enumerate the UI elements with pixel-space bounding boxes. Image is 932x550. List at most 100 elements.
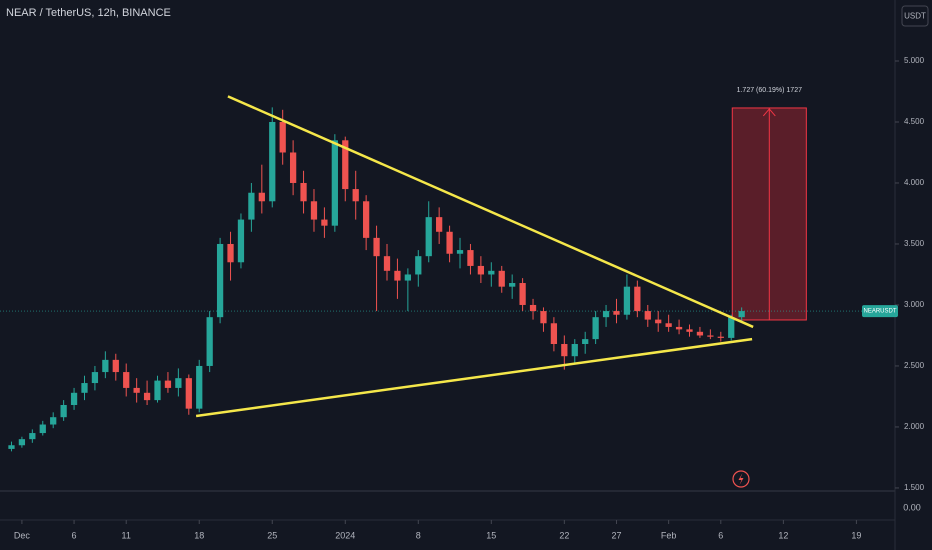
candle-body: [8, 445, 15, 449]
candle-body: [498, 270, 505, 287]
candle-body: [644, 311, 651, 320]
candle-body: [216, 243, 224, 318]
candle-body: [540, 311, 547, 324]
y-tick-label: 2.000: [904, 422, 925, 431]
candle-body: [582, 339, 589, 345]
candle-body: [707, 335, 714, 337]
position-label: 1.727 (60.19%) 1727: [737, 87, 802, 94]
candle-body: [300, 182, 307, 202]
candle-body: [529, 304, 537, 312]
y-tick-label: 3.500: [904, 239, 925, 248]
y-tick-label: 5.000: [904, 56, 925, 65]
y-tick-label: 4.500: [904, 117, 925, 126]
candle-body: [425, 217, 432, 257]
candle-body: [456, 250, 464, 254]
candle-body: [39, 424, 46, 434]
x-tick-label: 11: [122, 530, 131, 540]
candle-body: [154, 380, 161, 401]
candle-body: [571, 344, 578, 357]
candle-body: [728, 317, 735, 338]
symbol-label: NEARUSDT: [863, 309, 896, 315]
candle-body: [446, 231, 453, 254]
x-tick-label: 25: [267, 530, 277, 540]
candle-body: [133, 387, 140, 393]
candle-body: [675, 326, 683, 330]
candle-body: [18, 439, 26, 446]
candle-body: [123, 372, 130, 388]
candle-body: [70, 392, 78, 405]
lightning-icon[interactable]: [732, 470, 750, 488]
x-tick-label: 15: [486, 530, 496, 540]
candle-body: [185, 378, 192, 409]
candle-body: [467, 250, 474, 266]
y-tick-label: 2.500: [904, 361, 925, 370]
candle-body: [237, 219, 245, 263]
currency-label: USDT: [904, 12, 926, 21]
x-tick-label: Dec: [14, 530, 31, 540]
candle-body: [164, 380, 172, 388]
candle-body: [363, 201, 370, 238]
candle-body: [509, 283, 516, 287]
trendline: [227, 95, 754, 329]
candle-body: [665, 323, 672, 327]
candle-body: [404, 274, 411, 281]
y-tick-label: 1.500: [904, 483, 925, 492]
candle-body: [655, 319, 662, 324]
candle-body: [175, 378, 182, 388]
currency-box[interactable]: [901, 5, 929, 27]
candle-body: [196, 365, 203, 409]
candle-body: [488, 270, 495, 275]
candle-body: [592, 317, 599, 340]
candle-body: [60, 404, 67, 418]
candle-body: [373, 237, 380, 257]
x-tick-label: Feb: [661, 530, 677, 540]
chart-title: NEAR / TetherUS, 12h, BINANCE: [6, 7, 171, 19]
candle-body: [738, 311, 745, 318]
candle-body: [112, 359, 119, 373]
candle-body: [258, 192, 265, 202]
x-tick-label: 18: [194, 530, 204, 540]
candle-body: [321, 219, 328, 226]
candle-body: [331, 140, 338, 226]
candle-body: [102, 359, 109, 373]
candle-body: [248, 192, 255, 220]
candle-body: [50, 417, 57, 425]
candle-body: [342, 140, 349, 190]
candle-body: [519, 283, 526, 305]
lower-pane-label: 0.00: [903, 502, 921, 512]
candle-body: [717, 336, 724, 338]
candle-body: [623, 286, 631, 315]
y-tick-label: 3.000: [904, 300, 925, 309]
candle-body: [561, 344, 568, 357]
candle-body: [613, 311, 620, 315]
candle-body: [269, 121, 276, 202]
x-tick-label: 2024: [335, 530, 355, 540]
candle-body: [81, 383, 88, 393]
candle-body: [227, 243, 234, 263]
x-tick-label: 8: [416, 530, 421, 540]
candle-body: [29, 433, 36, 440]
x-tick-label: 6: [718, 530, 723, 540]
candle-body: [352, 189, 359, 202]
x-tick-label: 22: [559, 530, 569, 540]
candle-body: [634, 286, 641, 312]
candle-body: [686, 329, 693, 332]
candle-body: [91, 372, 99, 384]
candle-body: [602, 311, 610, 318]
x-tick-label: 19: [851, 530, 861, 540]
candle-body: [477, 265, 485, 275]
y-tick-label: 4.000: [904, 178, 925, 187]
candle-body: [550, 323, 558, 345]
candle-body: [206, 317, 213, 366]
x-tick-label: 12: [778, 530, 788, 540]
candle-body: [279, 121, 286, 153]
position-arrow-head: [762, 108, 776, 117]
candle-body: [383, 256, 391, 271]
candle-body: [696, 331, 704, 336]
symbol-tag: [862, 305, 898, 318]
x-tick-label: 27: [611, 530, 621, 540]
candle-body: [436, 217, 443, 232]
